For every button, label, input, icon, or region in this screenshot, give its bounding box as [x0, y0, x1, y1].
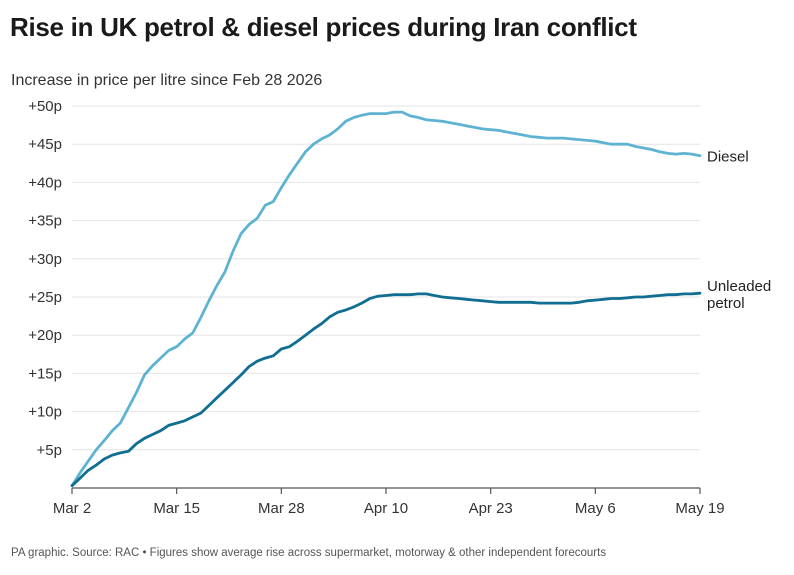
- y-axis-label: Increase in price per litre since Feb 28…: [11, 72, 323, 89]
- y-axis-ticks: +5p +10p +15p +20p +25p +30p +35p +40p +45p +50p: [28, 98, 62, 459]
- x-tick-label: Mar 28: [258, 500, 305, 517]
- y-tick-label: +45p: [28, 136, 62, 153]
- x-tick-label: May 6: [575, 500, 616, 517]
- source-note: PA graphic. Source: RAC • Figures show a…: [11, 547, 607, 559]
- y-tick-label: +40p: [28, 174, 62, 191]
- series-label: petrol: [707, 295, 745, 312]
- y-tick-label: +50p: [28, 98, 62, 115]
- line-chart: +5p+10p+15p+20p+25p+30p+35p+40p+45p+50p …: [28, 98, 771, 517]
- chart-title: Rise in UK petrol & diesel prices during…: [10, 12, 637, 42]
- x-axis: Mar 2 Mar 15 Mar 28 Apr 10 Apr 23 May 6 May 19: [53, 487, 725, 517]
- series-line-unleaded-petrol: [70, 291, 702, 488]
- y-tick-label: +30p: [28, 251, 62, 268]
- series-lines: [70, 110, 702, 488]
- x-tick-label: Apr 23: [469, 500, 513, 517]
- series-label: Unleaded: [707, 278, 771, 295]
- gridlines: [72, 105, 700, 451]
- y-tick-label: +35p: [28, 213, 62, 230]
- y-tick-label: +5p: [37, 442, 62, 459]
- x-tick-label: Apr 10: [364, 500, 408, 517]
- x-tick-label: Mar 15: [153, 500, 200, 517]
- x-tick-label: May 19: [675, 500, 724, 517]
- x-tick-label: Mar 2: [53, 500, 91, 517]
- y-tick-label: +25p: [28, 289, 62, 306]
- series-label: Diesel: [707, 149, 749, 166]
- y-tick-label: +15p: [28, 365, 62, 382]
- y-tick-label: +20p: [28, 327, 62, 344]
- series-line-diesel: [70, 110, 702, 488]
- y-tick-label: +10p: [28, 404, 62, 421]
